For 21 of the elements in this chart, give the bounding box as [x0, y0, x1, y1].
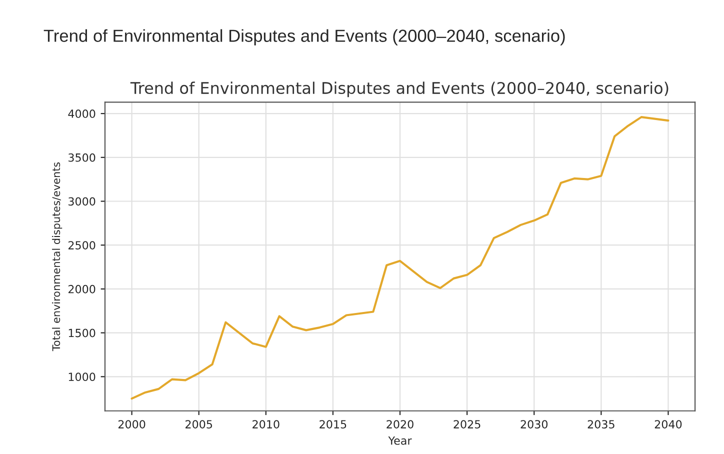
x-tick-label: 2030 — [520, 420, 548, 428]
y-tick-label: 3500 — [68, 153, 96, 162]
x-axis-title: Year — [388, 436, 412, 445]
x-tick-label: 2000 — [118, 420, 146, 428]
y-tick-label: 2500 — [68, 241, 96, 250]
y-tick-label: 2000 — [68, 284, 96, 294]
x-tick-label: 2025 — [454, 420, 480, 428]
y-tick-label: 1500 — [68, 328, 96, 338]
chart-title: Trend of Environmental Disputes and Events (2000–2040, scenario) — [44, 29, 565, 46]
x-tick-label: 2010 — [252, 420, 280, 428]
x-tick-label: 2020 — [386, 420, 414, 428]
x-tick-label: 2040 — [654, 420, 682, 428]
line-series — [130, 116, 670, 400]
y-tick-label: 4000 — [68, 110, 96, 118]
x-tick-label: 2035 — [588, 420, 614, 428]
chart-subtitle: Trend of Environmental Disputes and Events (2000–2040, scenario) — [130, 82, 668, 98]
x-tick-label: 2005 — [186, 420, 212, 428]
y-tick-label: 3000 — [68, 197, 96, 206]
y-tick-label: 1000 — [68, 372, 96, 382]
y-axis-title: Total environmental disputes/events — [52, 162, 62, 352]
x-tick-label: 2015 — [320, 420, 346, 428]
